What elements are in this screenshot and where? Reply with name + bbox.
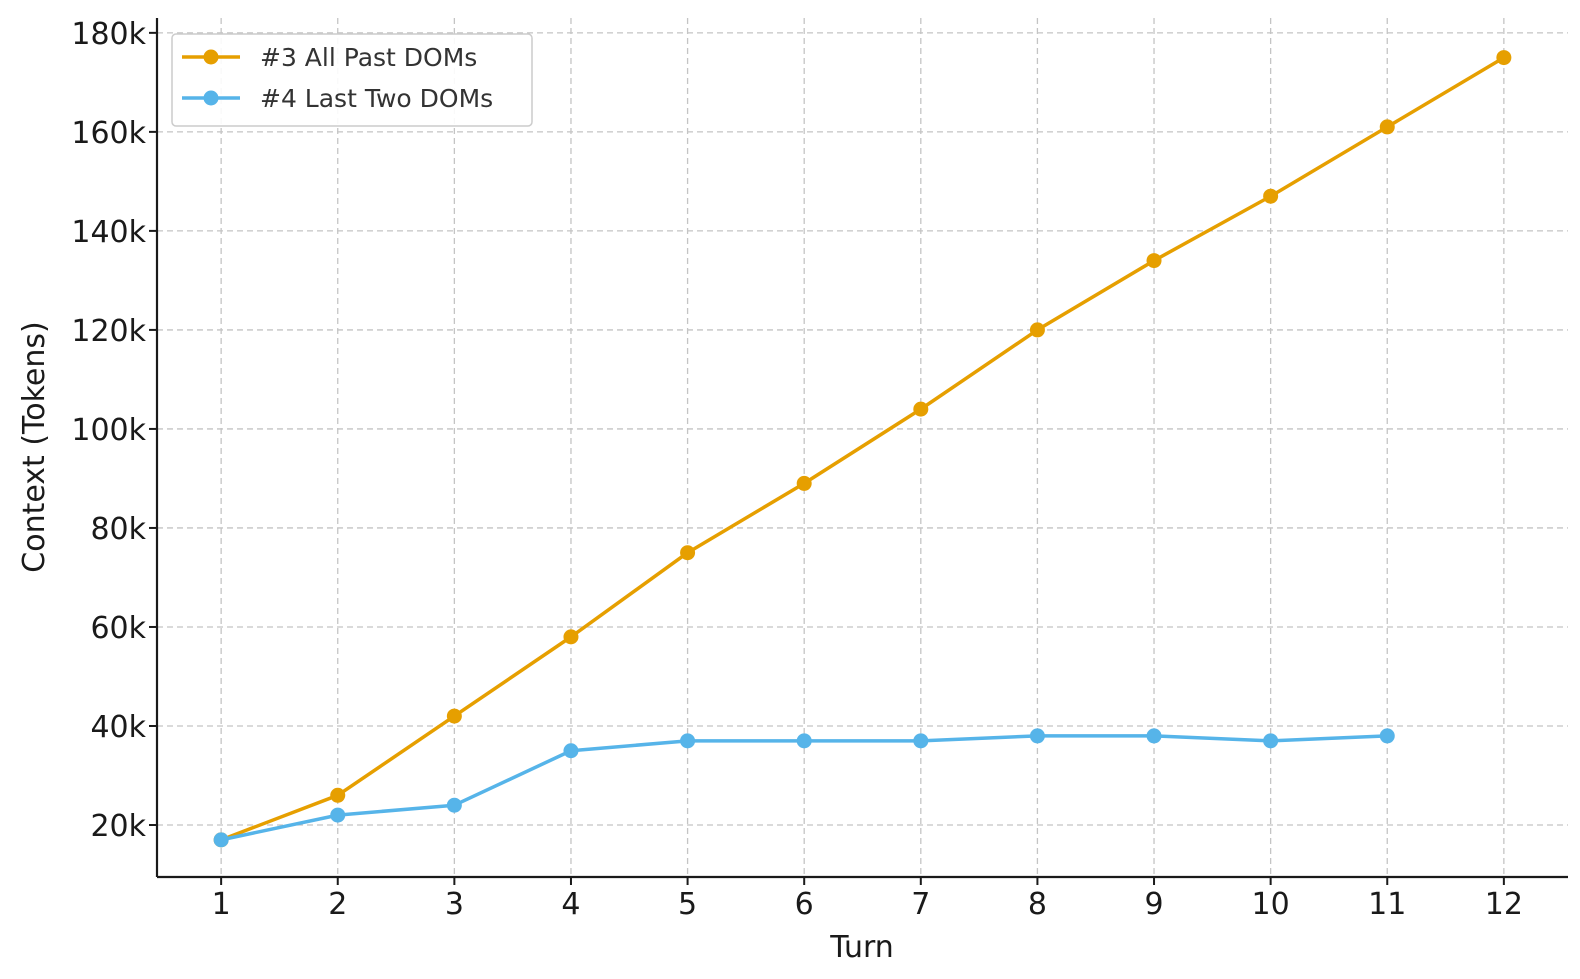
y-tick-label: 20k bbox=[90, 809, 146, 844]
axes bbox=[155, 18, 1568, 879]
data-point bbox=[1263, 733, 1279, 749]
data-point bbox=[913, 401, 929, 417]
legend-box bbox=[171, 33, 533, 127]
y-tick-label: 100k bbox=[71, 413, 146, 448]
x-tick-label: 8 bbox=[1028, 887, 1047, 922]
x-tick-label: 3 bbox=[445, 887, 464, 922]
data-point bbox=[1146, 728, 1162, 744]
y-tick-label: 80k bbox=[90, 512, 146, 547]
data-point bbox=[563, 629, 579, 645]
series-1 bbox=[213, 50, 1512, 848]
x-tick-label: 10 bbox=[1252, 887, 1290, 922]
legend-item-1: #3 All Past DOMs bbox=[182, 43, 477, 72]
data-point bbox=[1379, 728, 1395, 744]
legend-label: #3 All Past DOMs bbox=[260, 43, 477, 72]
x-tick-label: 5 bbox=[678, 887, 697, 922]
legend: #3 All Past DOMs #4 Last Two DOMs bbox=[171, 33, 533, 127]
x-tick-label: 1 bbox=[212, 887, 231, 922]
x-tick-label: 4 bbox=[561, 887, 580, 922]
y-tick-label: 140k bbox=[71, 215, 146, 250]
x-tick-label: 7 bbox=[911, 887, 930, 922]
series-2 bbox=[213, 728, 1395, 848]
y-tick-label: 120k bbox=[71, 314, 146, 349]
data-point bbox=[913, 733, 929, 749]
data-point bbox=[1379, 119, 1395, 135]
data-point bbox=[330, 807, 346, 823]
data-point bbox=[680, 545, 696, 561]
tick-labels: 1 2 3 4 5 6 7 8 9 10 11 1220k40k60k80k100k120k140k1… bbox=[71, 17, 1523, 922]
data-point bbox=[1263, 188, 1279, 204]
x-axis-title: Turn bbox=[829, 930, 894, 965]
data-point bbox=[563, 743, 579, 759]
data-point bbox=[330, 787, 346, 803]
y-tick-label: 60k bbox=[90, 611, 146, 646]
data-point bbox=[446, 708, 462, 724]
legend-marker bbox=[203, 90, 219, 106]
data-point bbox=[1029, 728, 1045, 744]
x-tick-label: 9 bbox=[1144, 887, 1163, 922]
y-tick-label: 180k bbox=[71, 17, 146, 52]
data-point bbox=[796, 475, 812, 491]
x-tick-label: 6 bbox=[795, 887, 814, 922]
data-point bbox=[680, 733, 696, 749]
y-tick-label: 40k bbox=[90, 710, 146, 745]
data-point bbox=[1496, 50, 1512, 66]
y-tick-label: 160k bbox=[71, 116, 146, 151]
data-point bbox=[446, 797, 462, 813]
x-tick-label: 11 bbox=[1368, 887, 1406, 922]
series-line bbox=[220, 56, 1505, 842]
data-point bbox=[1029, 322, 1045, 338]
legend-item-2: #4 Last Two DOMs bbox=[182, 84, 493, 113]
legend-label: #4 Last Two DOMs bbox=[260, 84, 493, 113]
series-lines bbox=[213, 50, 1512, 848]
data-point bbox=[1146, 253, 1162, 269]
x-tick-label: 12 bbox=[1485, 887, 1523, 922]
data-point bbox=[213, 832, 229, 848]
data-point bbox=[796, 733, 812, 749]
x-tick-label: 2 bbox=[328, 887, 347, 922]
y-axis-title: Context (Tokens) bbox=[17, 321, 52, 572]
legend-marker bbox=[203, 49, 219, 65]
